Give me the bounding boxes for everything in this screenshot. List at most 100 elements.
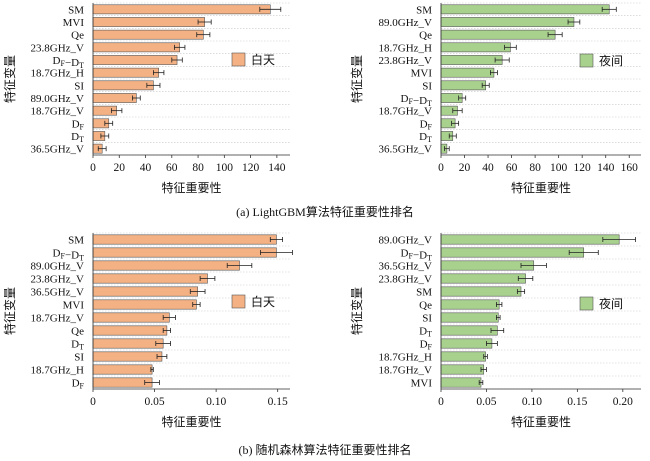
bar-10 (92, 351, 163, 362)
category-label-6: Qe (419, 300, 432, 312)
error-bar-11 (150, 367, 154, 372)
bar-1 (92, 234, 277, 245)
category-label-9: 18.7GHz_V (31, 106, 85, 118)
error-bar-4 (517, 276, 534, 281)
error-bar-3 (520, 263, 547, 268)
error-bar-6 (153, 70, 165, 76)
bar-2 (440, 17, 575, 27)
caption-lightgbm: (a) LightGBM算法特征重要性排名 (236, 205, 414, 219)
error-bar-8 (490, 328, 505, 333)
category-label-4: 23.8GHz_V (31, 42, 85, 54)
chart-panel-3: SMDF−DT89.0GHz_V23.8GHz_V36.5GHz_VMVI18.… (2, 232, 293, 429)
bar-12 (440, 377, 482, 388)
category-label-2: DF−DT (401, 248, 433, 263)
bar-4 (440, 273, 526, 284)
category-label-11: DT (419, 131, 432, 144)
x-tick-label-9: 160 (621, 162, 639, 174)
category-label-5: 23.8GHz_V (379, 55, 433, 67)
bar-3 (440, 29, 556, 40)
error-bar-5 (189, 289, 206, 294)
category-label-7: SI (422, 80, 432, 92)
x-tick-label-7: 120 (242, 162, 260, 174)
x-tick-label-5: 0.20 (613, 396, 633, 408)
y-axis-label: 特征变量 (349, 287, 364, 335)
error-bar-4 (174, 44, 186, 50)
bar-5 (440, 286, 522, 297)
error-bar-7 (146, 82, 161, 88)
category-label-10: 18.7GHz_H (379, 352, 433, 364)
error-bar-9 (486, 341, 498, 346)
legend: 白天 (231, 294, 275, 309)
error-bar-9 (110, 108, 123, 114)
error-bar-6 (496, 302, 503, 307)
error-bar-3 (547, 32, 563, 38)
category-label-1: SM (68, 235, 84, 247)
x-axis-label: 特征重要性 (161, 180, 221, 195)
bar-8 (440, 325, 498, 336)
bar-7 (440, 80, 487, 91)
x-tick-label-8: 140 (597, 162, 615, 174)
category-label-4: 18.7GHz_H (379, 42, 433, 54)
x-tick-label-1: 0 (438, 162, 444, 174)
x-axis-label: 特征重要性 (161, 414, 221, 429)
category-label-10: DF (72, 118, 85, 131)
x-tick-label-2: 0.05 (145, 396, 165, 408)
x-tick-label-5: 80 (192, 162, 204, 174)
x-tick-label-4: 0.15 (268, 396, 288, 408)
error-bar-7 (496, 315, 501, 320)
category-label-3: Qe (71, 30, 84, 42)
bar-1 (92, 4, 271, 15)
error-bar-9 (452, 108, 463, 114)
bar-5 (92, 55, 178, 65)
bar-7 (92, 312, 170, 323)
bar-3 (92, 29, 204, 40)
bar-4 (92, 42, 180, 53)
y-axis-label: 特征变量 (349, 55, 364, 103)
category-label-9: DF (420, 339, 433, 352)
error-bar-8 (131, 95, 141, 101)
error-bar-2 (197, 19, 212, 25)
category-label-7: SI (422, 313, 432, 325)
x-tick-label-4: 60 (166, 162, 178, 174)
category-label-1: SM (416, 4, 432, 16)
category-label-9: DT (71, 339, 84, 352)
x-tick-label-6: 100 (550, 162, 568, 174)
x-axis-label: 特征重要性 (511, 180, 571, 195)
chart-panel-1: SMMVIQe23.8GHz_VDF−DT18.7GHz_HSI89.0GHz_… (2, 2, 290, 195)
category-label-5: 36.5GHz_V (31, 287, 85, 299)
bar-8 (92, 325, 168, 336)
x-tick-label-3: 40 (482, 162, 494, 174)
category-label-7: SI (74, 80, 84, 92)
category-label-12: MVI (411, 378, 433, 390)
bar-1 (440, 4, 610, 15)
error-bar-4 (504, 44, 517, 50)
bar-9 (92, 338, 164, 349)
category-label-11: 18.7GHz_V (379, 365, 433, 377)
bar-11 (440, 364, 485, 375)
bar-6 (92, 67, 159, 78)
bar-3 (92, 260, 240, 271)
error-bar-5 (516, 289, 526, 294)
bar-8 (92, 93, 137, 103)
category-label-6: MVI (411, 68, 433, 80)
category-label-2: MVI (63, 17, 85, 29)
x-axis-label: 特征重要性 (511, 414, 571, 429)
x-tick-label-2: 20 (459, 162, 471, 174)
legend-label: 夜间 (599, 296, 623, 311)
category-label-4: 23.8GHz_V (379, 274, 433, 286)
category-label-3: 36.5GHz_V (379, 261, 433, 273)
x-tick-label-1: 0 (438, 396, 444, 408)
category-label-3: Qe (419, 30, 432, 42)
error-bar-8 (458, 95, 467, 101)
x-tick-label-2: 20 (114, 162, 126, 174)
legend-swatch (231, 52, 246, 67)
chart-panel-2: SM89.0GHz_VQe18.7GHz_H23.8GHz_VMVISIDF−D… (349, 2, 641, 195)
bar-2 (440, 247, 585, 258)
legend-swatch (579, 296, 594, 311)
category-label-5: DF−DT (53, 55, 85, 70)
error-bar-12 (97, 146, 107, 152)
caption-random-forest: (b) 随机森林算法特征重要性排名 (238, 443, 412, 457)
error-bar-12 (444, 146, 450, 152)
x-tick-label-2: 0.05 (476, 396, 496, 408)
y-axis-label: 特征变量 (2, 287, 17, 335)
